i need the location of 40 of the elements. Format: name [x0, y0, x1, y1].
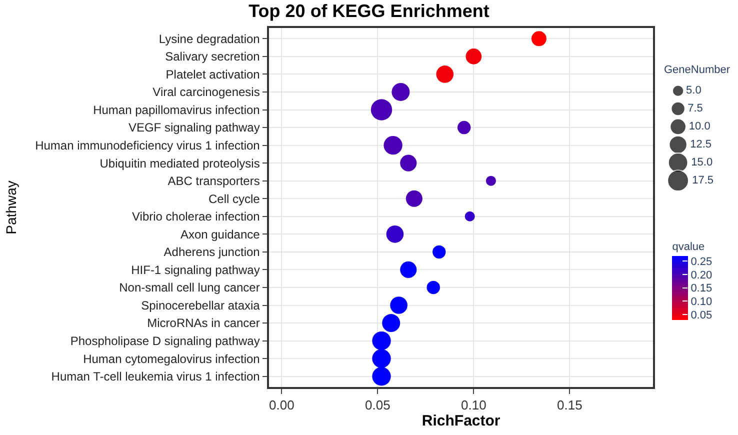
legend-label: 15.0 [691, 156, 713, 168]
color-bar-label: 0.15 [690, 282, 712, 295]
color-bar-label: 0.10 [690, 296, 712, 308]
x-tick-label: 0.15 [557, 397, 582, 412]
y-tick-label: Cell cycle [208, 192, 260, 206]
y-tick-label: Axon guidance [180, 227, 260, 242]
y-tick-label: HIF-1 signaling pathway [131, 262, 260, 277]
x-tick-label: 0.00 [269, 397, 294, 412]
y-tick-label: Human T-cell leukemia virus 1 infection [51, 370, 260, 384]
legend-label: 17.5 [692, 174, 714, 186]
color-bar-label: 0.20 [690, 269, 712, 282]
y-tick-label: Human immunodeficiency virus 1 infection [35, 138, 260, 152]
y-tick-label: Ubiquitin mediated proteolysis [100, 156, 260, 170]
chart-title: Top 20 of KEGG Enrichment [248, 0, 490, 21]
legend-label: 10.0 [688, 120, 710, 132]
legend-label: 7.5 [688, 102, 703, 115]
color-bar-label: 0.05 [690, 309, 712, 322]
y-tick-label: Phospholipase D signaling pathway [70, 334, 260, 348]
y-tick-label: Human papillomavirus infection [93, 102, 260, 117]
y-tick-label: Viral carcinogenesis [152, 85, 260, 100]
y-tick-label: Human cytomegalovirus infection [83, 352, 260, 366]
color-bar-title: qvalue [672, 241, 705, 254]
y-tick-label: Adherens junction [164, 245, 260, 260]
y-tick-label: MicroRNAs in cancer [147, 316, 260, 330]
y-tick-label: Vibrio cholerae infection [132, 210, 260, 224]
y-tick-label: ABC transporters [168, 174, 260, 188]
y-tick-label: Lysine degradation [158, 32, 260, 46]
x-tick-label: 0.10 [461, 397, 486, 412]
legend-label: 5.0 [686, 84, 702, 97]
x-axis-title: RichFactor [422, 412, 500, 430]
legend-title: GeneNumber [664, 64, 730, 76]
legend-label: 12.5 [690, 138, 712, 150]
y-tick-label: Non-small cell lung cancer [119, 280, 260, 295]
y-tick-label: Platelet activation [166, 67, 260, 82]
y-tick-label: Salivary secretion [165, 50, 260, 64]
x-tick-label: 0.05 [365, 397, 390, 412]
y-tick-label: VEGF signaling pathway [128, 120, 260, 135]
y-tick-label: Spinocerebellar ataxia [141, 298, 260, 312]
y-axis-title: Pathway [3, 180, 20, 234]
color-bar-label: 0.25 [690, 256, 712, 268]
